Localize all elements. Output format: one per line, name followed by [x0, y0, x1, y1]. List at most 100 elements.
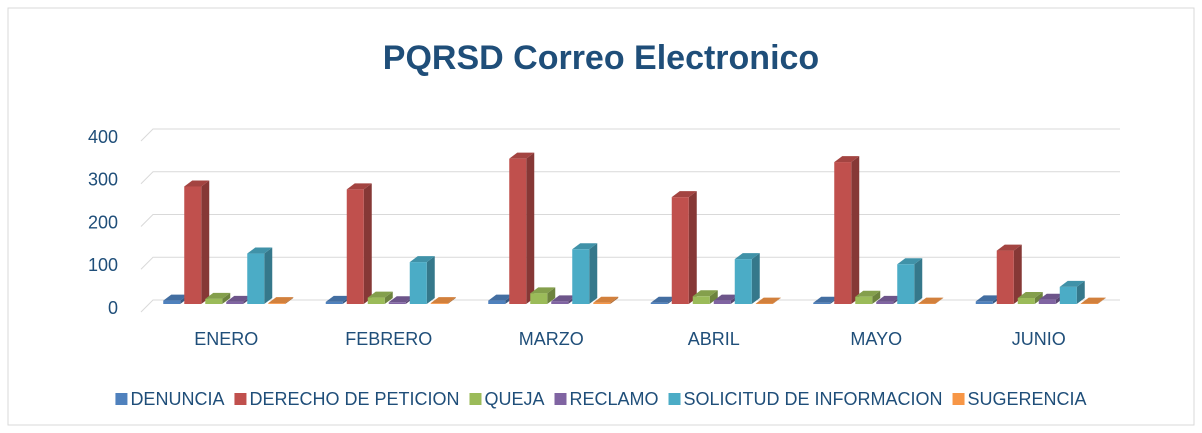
legend: DENUNCIA DERECHO DE PETICION QUEJA RECLAMO S… — [115, 389, 1087, 409]
bar — [834, 156, 860, 304]
bar-top — [996, 244, 1022, 251]
y-tick-label: 0 — [108, 298, 118, 318]
bar-top — [184, 180, 210, 187]
legend-swatch — [554, 393, 567, 405]
legend-swatch — [668, 393, 681, 405]
bar-side — [589, 243, 598, 304]
bar-top — [572, 243, 598, 250]
bar-top — [509, 152, 535, 159]
y-tick-label: 300 — [88, 170, 118, 190]
bar — [671, 191, 697, 304]
bar-top — [918, 297, 944, 304]
legend-swatch — [234, 393, 247, 405]
grid-line — [140, 299, 1120, 313]
legend-swatch — [115, 393, 128, 405]
bar-front — [593, 302, 611, 304]
bar-front — [205, 298, 223, 304]
bar — [430, 297, 456, 304]
bar — [409, 256, 435, 304]
bar-front — [551, 301, 569, 304]
bar-front — [530, 293, 548, 304]
bar-top — [367, 291, 393, 298]
bar-front — [488, 300, 506, 304]
bar-front — [430, 303, 448, 304]
bar-side — [447, 297, 456, 304]
bar — [346, 183, 372, 304]
bar-front — [247, 253, 265, 304]
grid-line — [140, 128, 1120, 142]
bar-side — [264, 247, 273, 304]
bar-side — [751, 253, 760, 304]
bar-top — [1080, 297, 1106, 304]
bar-front — [692, 296, 710, 304]
bar-side — [222, 292, 231, 304]
bar-top — [671, 191, 697, 198]
bar-side — [1034, 292, 1043, 304]
bar-top — [897, 258, 923, 265]
bar-top — [388, 296, 414, 303]
bar — [268, 297, 294, 304]
bar — [205, 292, 231, 304]
legend-swatch — [952, 393, 965, 405]
bar-side — [384, 291, 393, 304]
bar-top — [813, 296, 839, 303]
bar — [918, 297, 944, 304]
grid-line — [140, 256, 1120, 270]
bar-front — [367, 297, 385, 304]
bar-side — [1076, 280, 1085, 304]
x-tick-label: MARZO — [519, 329, 584, 349]
bar-front — [855, 296, 873, 304]
bar — [530, 287, 556, 304]
bar-top — [650, 296, 676, 303]
legend-label: DERECHO DE PETICION — [249, 389, 459, 409]
y-tick-label: 200 — [88, 212, 118, 232]
bar-top — [855, 290, 881, 297]
bar-top — [734, 253, 760, 260]
bar-side — [688, 191, 697, 304]
x-tick-label: MAYO — [850, 329, 902, 349]
bar-side — [709, 290, 718, 304]
bar-side — [1097, 297, 1106, 304]
bar — [1017, 292, 1043, 304]
bar-front — [409, 262, 427, 304]
grid-line — [140, 171, 1120, 185]
legend-label: SUGERENCIA — [968, 389, 1087, 409]
bar-side — [1013, 244, 1022, 304]
bar-top — [834, 156, 860, 163]
legend-label: DENUNCIA — [130, 389, 224, 409]
bar-top — [1017, 292, 1043, 299]
bar — [184, 180, 210, 304]
bar-top — [325, 295, 351, 302]
bar-side — [851, 156, 860, 304]
bar-side — [526, 152, 535, 304]
bar-front — [650, 302, 668, 304]
bar-top — [205, 292, 231, 299]
bar-side — [772, 297, 781, 304]
bar-side — [935, 297, 944, 304]
x-tick-label: ENERO — [194, 329, 258, 349]
legend-label: RECLAMO — [570, 389, 659, 409]
bar-front — [325, 301, 343, 304]
bar-side — [285, 297, 294, 304]
bar-top — [975, 295, 1001, 302]
bar — [897, 258, 923, 304]
x-tick-label: FEBRERO — [345, 329, 432, 349]
bar — [1059, 280, 1085, 304]
bar-top — [692, 290, 718, 297]
bar-front — [268, 303, 286, 304]
bar-front — [996, 250, 1014, 304]
bar-front — [671, 197, 689, 304]
chart-title: PQRSD Correo Electronico — [383, 39, 819, 77]
bar-front — [1059, 286, 1077, 304]
x-tick-label: JUNIO — [1012, 329, 1066, 349]
bar-side — [426, 256, 435, 304]
bar-side — [872, 290, 881, 304]
bar-top — [268, 297, 294, 304]
bar-front — [1038, 299, 1056, 304]
bar — [367, 291, 393, 304]
bar-front — [975, 301, 993, 304]
bar — [509, 152, 535, 304]
bar-side — [914, 258, 923, 304]
bar-top — [713, 294, 739, 301]
